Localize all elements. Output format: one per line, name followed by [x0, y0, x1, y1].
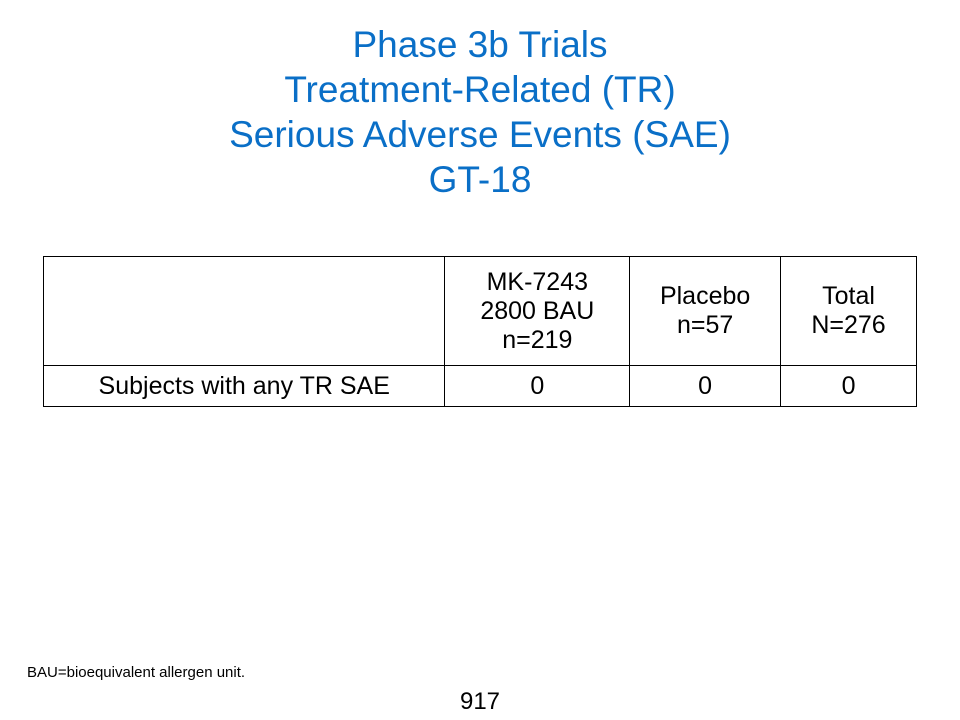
title-line-1: Phase 3b Trials [352, 24, 608, 65]
title-line-2: Treatment-Related (TR) [284, 69, 676, 110]
header-placebo-line-1: Placebo [659, 282, 751, 310]
table-row: Subjects with any TR SAE 0 0 0 [42, 365, 917, 407]
header-mk-line-2: 2800 BAU [480, 296, 595, 325]
header-total-line-2: N=276 [811, 311, 886, 339]
footnote: BAU=bioequivalent allergen unit. [27, 664, 246, 681]
cell-placebo: 0 [629, 365, 782, 407]
slide-title: Phase 3b Trials Treatment-Related (TR) S… [0, 22, 960, 202]
sae-table: MK-7243 2800 BAU n=219 Placebo n=57 Tota… [42, 256, 917, 407]
cell-total: 0 [780, 365, 917, 407]
header-empty-cell [42, 256, 446, 366]
page-number: 917 [459, 688, 501, 715]
header-mk-line-1: MK-7243 [486, 267, 589, 296]
cell-mk-7243: 0 [444, 365, 631, 407]
row-label: Subjects with any TR SAE [42, 365, 446, 407]
header-total-line-1: Total [822, 282, 875, 310]
title-line-4: GT-18 [428, 159, 532, 200]
header-placebo: Placebo n=57 [629, 256, 782, 366]
header-placebo-line-2: n=57 [676, 311, 734, 339]
header-mk-7243: MK-7243 2800 BAU n=219 [444, 256, 631, 366]
table-header-row: MK-7243 2800 BAU n=219 Placebo n=57 Tota… [42, 256, 917, 366]
title-line-3: Serious Adverse Events (SAE) [229, 114, 731, 155]
header-mk-line-3: n=219 [502, 325, 573, 354]
header-total: Total N=276 [780, 256, 917, 366]
